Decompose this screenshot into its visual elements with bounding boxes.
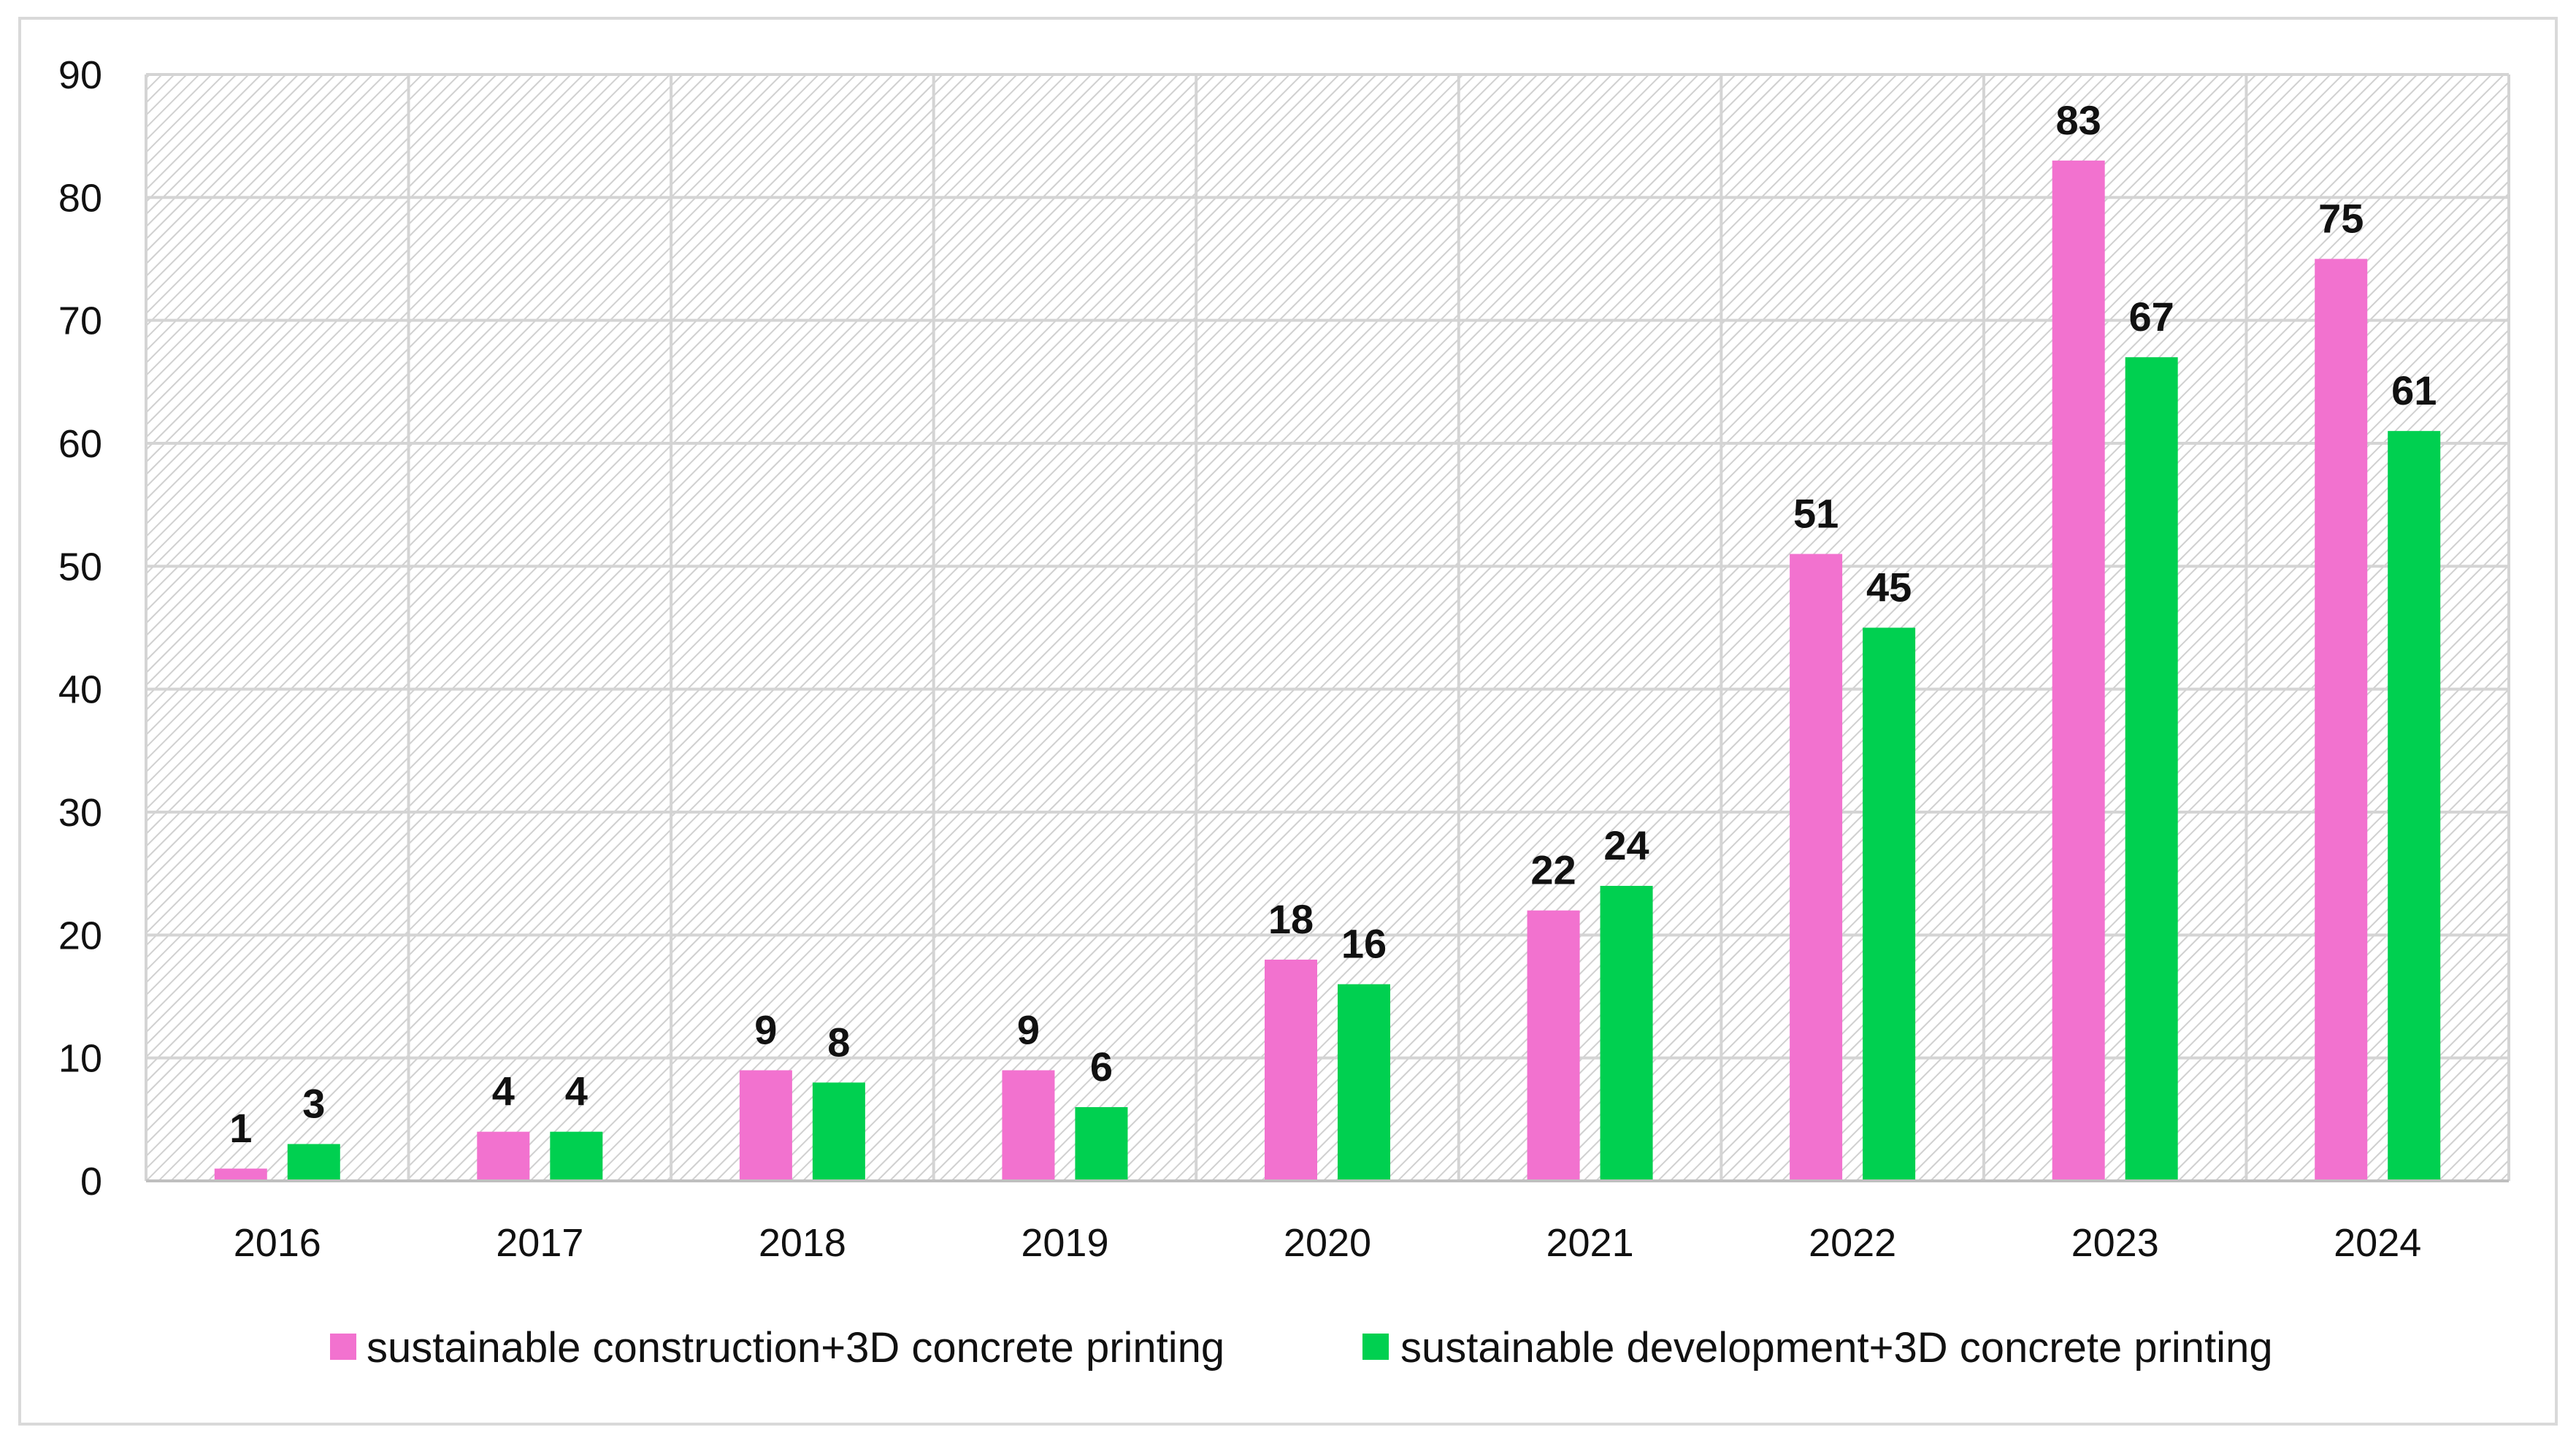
bar-series-1-2022: [1790, 554, 1843, 1181]
data-label-series-1-2017: 4: [492, 1068, 515, 1114]
gridlines: [145, 73, 2510, 1182]
x-axis: 2016 2017 2018 2019 2020 2021 2022 2023 2024: [146, 1179, 2509, 1265]
x-tick-label-2018: 2018: [759, 1221, 846, 1265]
data-label-series-2-2023: 67: [2129, 294, 2174, 340]
legend-label-series-1: sustainable construction+3D concrete pri…: [367, 1324, 1224, 1372]
x-tick-label-2021: 2021: [1546, 1221, 1633, 1265]
bar-series-2-2022: [1863, 627, 1916, 1181]
bar-series-1-2019: [1002, 1070, 1055, 1181]
x-tick-label-2017: 2017: [496, 1221, 583, 1265]
bar-series-2-2021: [1600, 886, 1653, 1181]
data-label-series-2-2019: 6: [1090, 1044, 1113, 1090]
data-label-series-1-2019: 9: [1017, 1007, 1040, 1053]
data-label-series-2-2018: 8: [827, 1019, 850, 1065]
y-tick-label: 80: [58, 176, 102, 220]
y-tick-label: 70: [58, 299, 102, 343]
bar-series-2-2023: [2125, 357, 2178, 1182]
bar-series-2-2019: [1075, 1107, 1128, 1181]
bar-series-2-2017: [550, 1131, 603, 1181]
x-tick-label-2024: 2024: [2334, 1221, 2421, 1265]
data-label-series-2-2017: 4: [565, 1068, 588, 1114]
legend-swatch-series-1: [330, 1334, 356, 1360]
bar-series-1-2018: [739, 1070, 792, 1181]
bar-series-1-2017: [477, 1131, 530, 1181]
bar-series-2-2024: [2388, 431, 2441, 1181]
x-tick-label-2020: 2020: [1284, 1221, 1371, 1265]
y-tick-label: 90: [58, 53, 102, 97]
data-label-series-1-2024: 75: [2318, 196, 2364, 242]
y-tick-label: 60: [58, 422, 102, 466]
x-tick-label-2016: 2016: [234, 1221, 321, 1265]
x-tick-label-2022: 2022: [1809, 1221, 1896, 1265]
data-label-series-1-2016: 1: [229, 1105, 252, 1151]
data-label-series-2-2021: 24: [1603, 822, 1649, 868]
data-label-series-1-2018: 9: [754, 1007, 777, 1053]
y-tick-label: 10: [58, 1037, 102, 1081]
bar-series-1-2023: [2052, 160, 2105, 1181]
data-label-series-1-2023: 83: [2056, 97, 2101, 143]
data-label-series-1-2022: 51: [1793, 491, 1839, 537]
legend: sustainable construction+3D concrete pri…: [330, 1324, 2273, 1372]
bar-series-1-2016: [214, 1168, 267, 1181]
data-label-series-2-2020: 16: [1341, 921, 1387, 967]
plot-background: [146, 74, 2509, 1181]
x-tick-label-2023: 2023: [2071, 1221, 2159, 1265]
y-tick-label: 40: [58, 668, 102, 712]
y-axis: 0 10 20 30 40 50 60 70 80 90: [58, 53, 102, 1204]
legend-swatch-series-2: [1362, 1334, 1389, 1360]
bar-series-1-2024: [2315, 259, 2368, 1181]
legend-label-series-2: sustainable development+3D concrete prin…: [1400, 1324, 2273, 1372]
data-label-series-1-2021: 22: [1530, 847, 1576, 893]
bar-series-1-2021: [1527, 910, 1580, 1181]
data-label-series-2-2022: 45: [1866, 565, 1912, 611]
data-label-series-2-2024: 61: [2391, 367, 2437, 413]
bar-series-1-2020: [1265, 960, 1317, 1181]
data-label-series-1-2020: 18: [1268, 896, 1314, 942]
data-labels: 1 3 4 4 9 8 9 6 18 16 22 24 51 45 83 67 75 61: [229, 97, 2437, 1151]
y-tick-label: 50: [58, 545, 102, 589]
bars: [214, 160, 2441, 1182]
y-tick-label: 0: [80, 1160, 102, 1204]
bar-series-2-2016: [287, 1144, 340, 1181]
bar-series-2-2018: [812, 1082, 865, 1181]
x-tick-label-2019: 2019: [1021, 1221, 1108, 1265]
data-label-series-2-2016: 3: [302, 1081, 325, 1127]
y-tick-label: 30: [58, 791, 102, 835]
bar-series-2-2020: [1338, 984, 1390, 1181]
y-tick-label: 20: [58, 914, 102, 957]
